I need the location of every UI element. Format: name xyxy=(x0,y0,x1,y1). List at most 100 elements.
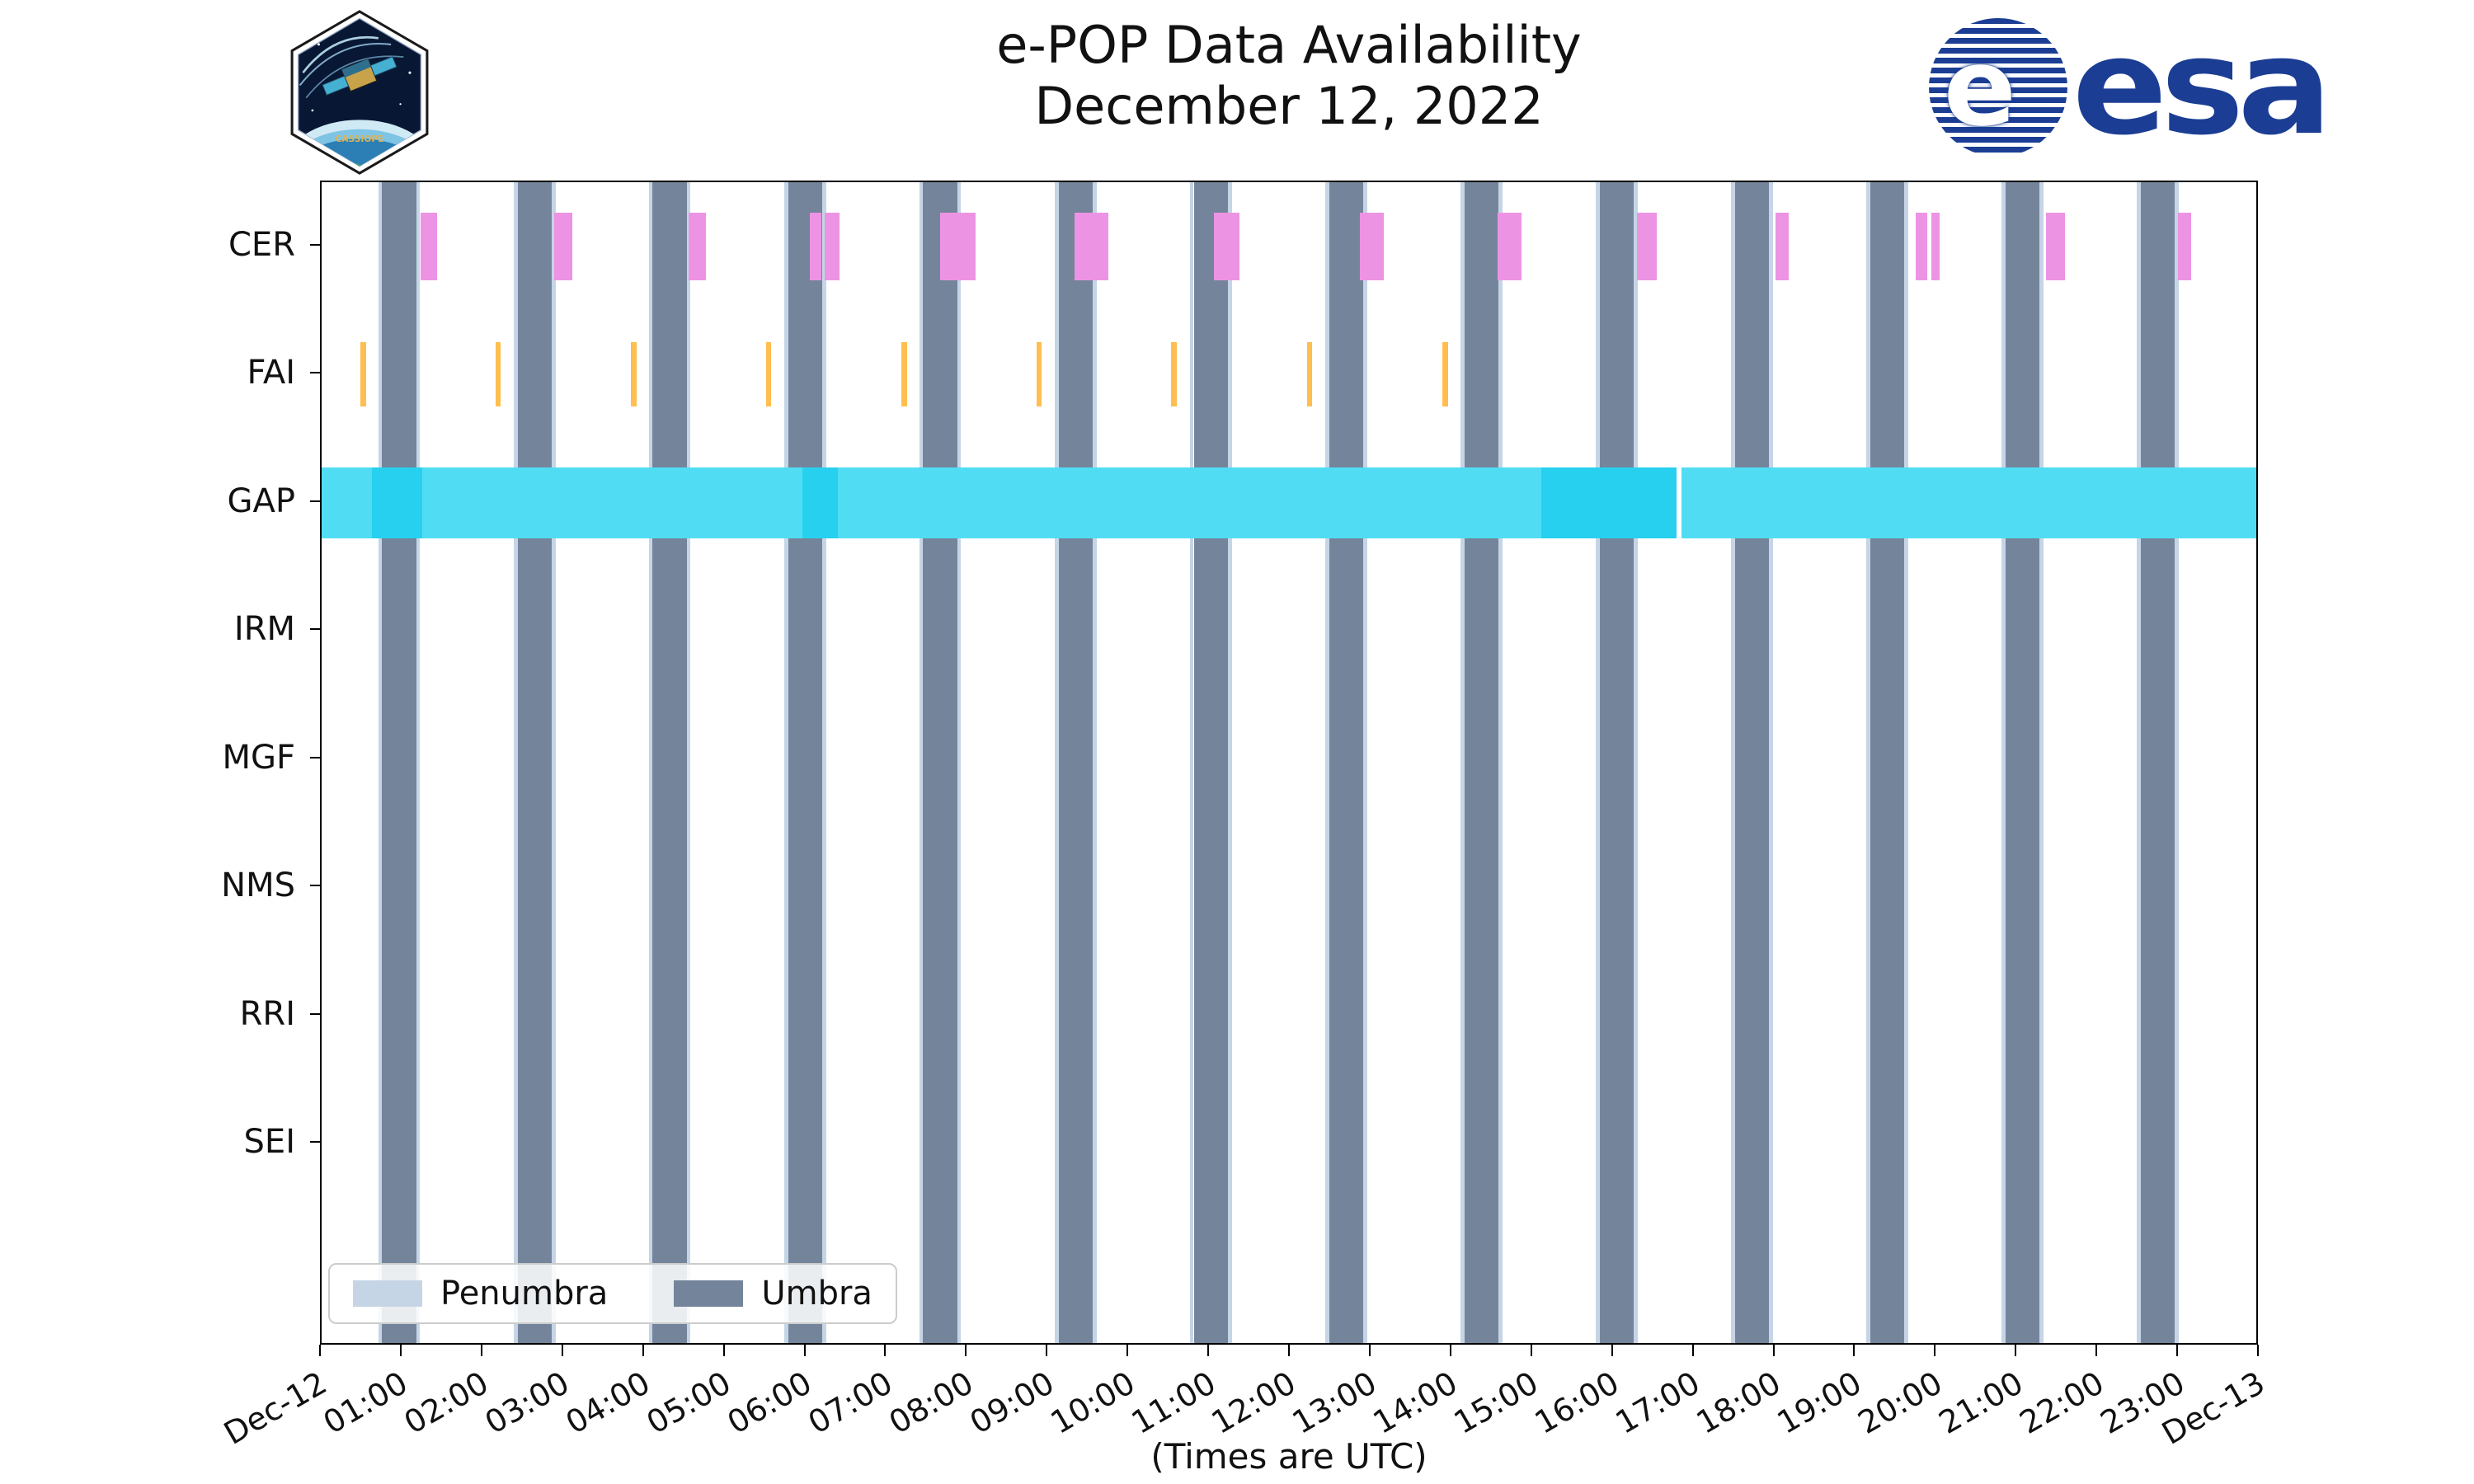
row-label-rri: RRI xyxy=(239,994,295,1033)
x-tick-label: 03:00 xyxy=(478,1364,576,1441)
row-label-fai: FAI xyxy=(247,354,296,392)
umbra-band xyxy=(1193,182,1228,1343)
penumbra-band xyxy=(2175,182,2180,1343)
umbra-band xyxy=(1870,182,1905,1343)
x-tick xyxy=(884,1345,887,1356)
x-tick-label: 19:00 xyxy=(1771,1364,1868,1441)
umbra-band xyxy=(2005,182,2039,1343)
row-label-irm: IRM xyxy=(233,610,295,649)
x-axis-caption: (Times are UTC) xyxy=(1150,1436,1427,1477)
cer-availability-bar xyxy=(1213,212,1240,280)
cer-availability-bar xyxy=(421,212,438,280)
penumbra-band xyxy=(784,182,788,1343)
x-tick-label: 18:00 xyxy=(1690,1364,1787,1441)
gap-availability-bar-overlap xyxy=(1540,467,1677,538)
x-tick-label: 05:00 xyxy=(640,1364,737,1441)
y-tick xyxy=(310,243,320,246)
penumbra-band xyxy=(1498,182,1503,1343)
cer-availability-bar xyxy=(1931,212,1940,280)
x-tick xyxy=(2095,1345,2098,1356)
umbra-band xyxy=(923,182,957,1343)
legend-item-umbra: Umbra xyxy=(674,1275,872,1313)
cassiope-patch-label: CASSIOPE xyxy=(335,134,383,144)
umbra-band xyxy=(1734,182,1769,1343)
penumbra-band xyxy=(1055,182,1059,1343)
x-tick-label: 14:00 xyxy=(1367,1364,1464,1441)
penumbra-band xyxy=(822,182,826,1343)
x-tick xyxy=(1046,1345,1048,1356)
cer-availability-bar xyxy=(1637,212,1657,280)
chart-subtitle: December 12, 2022 xyxy=(1034,76,1544,136)
umbra-band xyxy=(1058,182,1094,1343)
umbra-band xyxy=(1600,182,1634,1343)
x-tick-label: 11:00 xyxy=(1125,1364,1222,1441)
x-tick-label: 01:00 xyxy=(317,1364,414,1441)
x-tick xyxy=(1368,1345,1371,1356)
cer-availability-bar xyxy=(1497,212,1522,280)
legend-label: Umbra xyxy=(761,1275,872,1313)
x-tick-label: 22:00 xyxy=(2013,1364,2110,1441)
x-tick-label: 07:00 xyxy=(802,1364,899,1441)
cer-availability-bar xyxy=(1360,212,1384,280)
penumbra-band xyxy=(1904,182,1909,1343)
satellite-icon xyxy=(322,56,397,96)
row-label-mgf: MGF xyxy=(222,738,295,777)
x-tick-label: 13:00 xyxy=(1286,1364,1383,1441)
fai-availability-bar xyxy=(360,342,366,407)
penumbra-band xyxy=(957,182,962,1343)
cer-availability-bar xyxy=(2178,212,2191,280)
x-tick-label: 09:00 xyxy=(963,1364,1061,1441)
cer-availability-bar xyxy=(1074,212,1108,280)
gap-availability-bar-overlap xyxy=(371,467,423,538)
y-tick xyxy=(310,885,320,887)
penumbra-band xyxy=(416,182,421,1343)
x-tick xyxy=(722,1345,725,1356)
penumbra-band xyxy=(378,182,383,1343)
penumbra-band xyxy=(514,182,518,1343)
fai-availability-bar xyxy=(1036,342,1042,407)
x-tick xyxy=(642,1345,644,1356)
x-tick xyxy=(965,1345,967,1356)
x-tick-label: 08:00 xyxy=(882,1364,980,1441)
fai-availability-bar xyxy=(631,342,637,407)
x-tick xyxy=(561,1345,563,1356)
penumbra-band xyxy=(648,182,653,1343)
fai-availability-bar xyxy=(495,342,501,407)
x-tick xyxy=(1611,1345,1613,1356)
penumbra-band xyxy=(1093,182,1097,1343)
gap-availability-bar-overlap xyxy=(802,467,838,538)
fai-availability-bar xyxy=(765,342,772,407)
y-tick xyxy=(310,1141,320,1144)
umbra-band xyxy=(517,182,553,1343)
umbra-swatch xyxy=(674,1280,744,1307)
x-tick xyxy=(399,1345,402,1356)
fai-availability-bar xyxy=(1171,342,1177,407)
gap-availability-bar xyxy=(322,467,1677,538)
penumbra-band xyxy=(1460,182,1465,1343)
chart-title-block: e-POP Data Availability December 12, 202… xyxy=(320,15,2258,137)
x-tick xyxy=(1530,1345,1532,1356)
umbra-band xyxy=(1329,182,1364,1343)
fai-availability-bar xyxy=(901,342,907,407)
penumbra-band xyxy=(2001,182,2006,1343)
penumbra-band xyxy=(686,182,691,1343)
x-tick xyxy=(1288,1345,1290,1356)
umbra-band xyxy=(788,182,823,1343)
cer-availability-bar xyxy=(825,212,840,280)
x-tick-label: Dec-12 xyxy=(218,1364,333,1452)
cer-availability-bar xyxy=(940,212,976,280)
esa-wordmark: esa xyxy=(2072,9,2332,166)
x-tick xyxy=(2176,1345,2179,1356)
x-tick-label: 20:00 xyxy=(1851,1364,1949,1441)
cer-availability-bar xyxy=(810,212,822,280)
y-tick xyxy=(310,1012,320,1015)
cassiope-mission-patch: CASSIOPE xyxy=(280,10,439,178)
x-tick xyxy=(1934,1345,1936,1356)
esa-emblem-icon: e xyxy=(1928,18,2067,157)
esa-emblem-letter: e xyxy=(1943,25,2016,150)
x-tick xyxy=(2015,1345,2017,1356)
row-label-cer: CER xyxy=(228,225,295,264)
gap-availability-bar xyxy=(1681,467,2256,538)
x-tick-label: 12:00 xyxy=(1206,1364,1302,1441)
